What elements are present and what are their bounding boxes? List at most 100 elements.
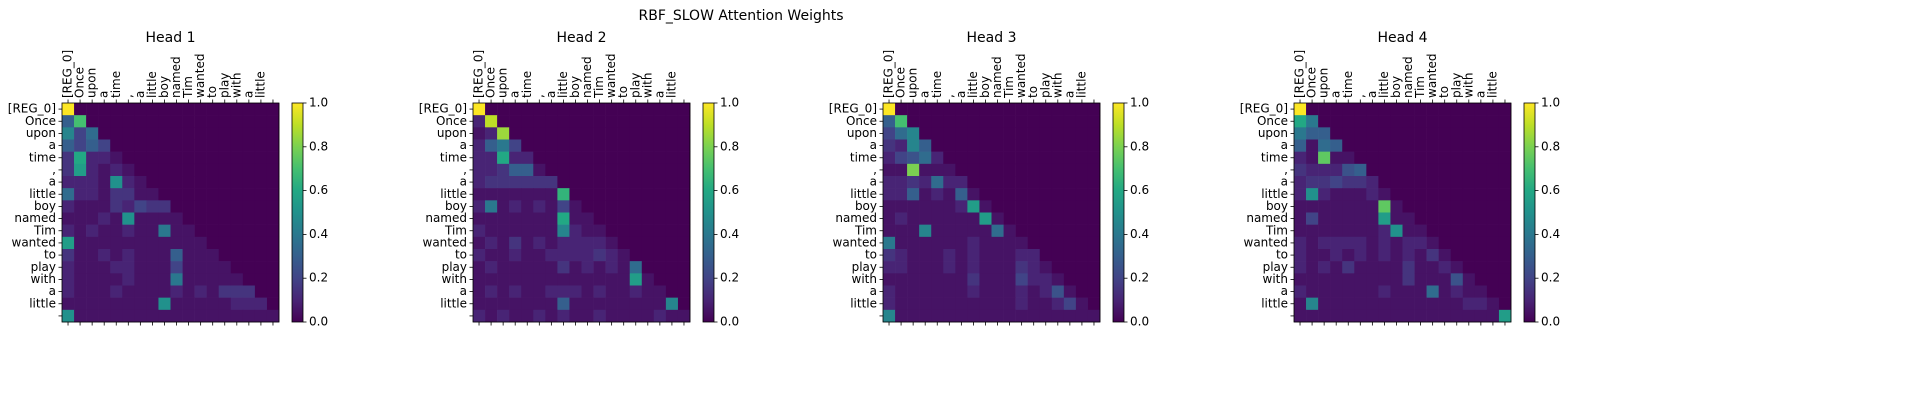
heatmap-cell [1015, 115, 1028, 128]
heatmap-cell [943, 188, 956, 201]
heatmap-cell [1306, 261, 1319, 274]
heatmap-cell [74, 236, 87, 250]
y-tick-label: a [1281, 284, 1288, 298]
heatmap-cell [569, 249, 582, 262]
heatmap-cell [206, 188, 220, 201]
heatmap-cell [218, 261, 232, 274]
heatmap-cell [497, 200, 510, 213]
heatmap-cell [110, 212, 123, 225]
heatmap-cell [653, 212, 667, 225]
x-tick-label: named [990, 56, 1004, 98]
y-tick-label: little [1261, 296, 1288, 310]
heatmap-cell [266, 139, 280, 152]
heatmap-cell [943, 103, 956, 116]
x-tick-label: upon [496, 68, 510, 98]
heatmap-cell [122, 273, 135, 286]
heatmap-cell [1003, 249, 1016, 262]
heatmap-cell [533, 115, 546, 128]
heatmap-cell [254, 224, 268, 238]
heatmap-cell [1330, 176, 1343, 189]
colorbar [1113, 103, 1124, 322]
heatmap-cell [1390, 273, 1403, 286]
heatmap-cell [943, 285, 956, 298]
heatmap-cell [146, 236, 159, 250]
heatmap-cell [883, 224, 896, 238]
heatmap-cell [206, 151, 220, 165]
heatmap-cell [122, 188, 135, 201]
y-tick-label: to [44, 248, 56, 262]
heatmap-cell [1051, 127, 1065, 140]
heatmap-cell [1426, 200, 1439, 213]
heatmap-cell [641, 151, 655, 165]
heatmap-cell [1486, 261, 1500, 274]
heatmap-cell [521, 236, 534, 250]
heatmap-cell [218, 200, 232, 213]
heatmap-cell [907, 103, 920, 116]
heatmap-cell [1486, 249, 1500, 262]
x-tick-label: named [169, 56, 183, 98]
y-tick-label: to [1276, 248, 1288, 262]
heatmap-cell [62, 103, 75, 116]
heatmap-cell [1354, 139, 1367, 152]
heatmap-cell [979, 115, 992, 128]
heatmap-cell [182, 200, 195, 213]
heatmap-cell [206, 273, 220, 286]
heatmap-cell [943, 212, 956, 225]
heatmap-cell [194, 127, 207, 140]
heatmap-cell [1354, 115, 1367, 128]
heatmap-cell [1051, 273, 1065, 286]
heatmap-cell [218, 176, 232, 189]
x-tick-label: play [628, 73, 642, 98]
colorbar-tick-label: 0.2 [1541, 271, 1560, 285]
heatmap-cell [1039, 249, 1053, 262]
heatmap-cell [545, 200, 558, 213]
heatmap-cell [955, 163, 968, 177]
heatmap-cell [1306, 188, 1319, 201]
heatmap-cell [182, 176, 195, 189]
heatmap-cell [1330, 188, 1343, 201]
heatmap-cell [170, 309, 183, 323]
x-tick-label: little [1074, 71, 1088, 98]
y-tick-label: play [1263, 260, 1288, 274]
heatmap-cell [569, 127, 582, 140]
heatmap-cell [521, 297, 534, 311]
heatmap-cell [1051, 188, 1065, 201]
heatmap-cell [1462, 261, 1476, 274]
y-tick-label: a [870, 175, 877, 189]
heatmap-cell [653, 309, 667, 323]
x-tick-label: a [918, 91, 932, 98]
heatmap-cell [1402, 176, 1415, 189]
heatmap-cell [967, 200, 980, 213]
heatmap-cell [218, 273, 232, 286]
heatmap-frame [882, 102, 1101, 323]
heatmap-cell [1390, 103, 1403, 116]
x-tick-label: upon [1317, 68, 1331, 98]
heatmap-cell [134, 127, 147, 140]
heatmap-cell [1015, 309, 1028, 323]
heatmap-cell [919, 103, 932, 116]
heatmap-cell [533, 224, 546, 238]
heatmap-cell [1051, 103, 1065, 116]
heatmap-cell [545, 127, 558, 140]
heatmap-cell [1474, 212, 1488, 225]
heatmap-cell [593, 249, 606, 262]
y-tick-label: named [425, 211, 467, 225]
heatmap-cell [1390, 309, 1403, 323]
y-tick-label: time [29, 150, 56, 164]
heatmap-cell [1051, 249, 1065, 262]
heatmap-cell [170, 273, 183, 286]
heatmap-cell [943, 236, 956, 250]
heatmap-cell [1378, 188, 1391, 201]
heatmap-cell [883, 127, 896, 140]
heatmap-cell [931, 127, 944, 140]
heatmap-cell [146, 115, 159, 128]
heatmap-cell [206, 309, 220, 323]
heatmap-cell [74, 163, 87, 177]
heatmap-cell [967, 212, 980, 225]
heatmap-cell [230, 212, 244, 225]
heatmap-cell [1294, 151, 1307, 165]
heatmap-cell [1354, 309, 1367, 323]
heatmap-cell [907, 297, 920, 311]
heatmap-cell [581, 176, 594, 189]
heatmap-cell [1462, 163, 1476, 177]
